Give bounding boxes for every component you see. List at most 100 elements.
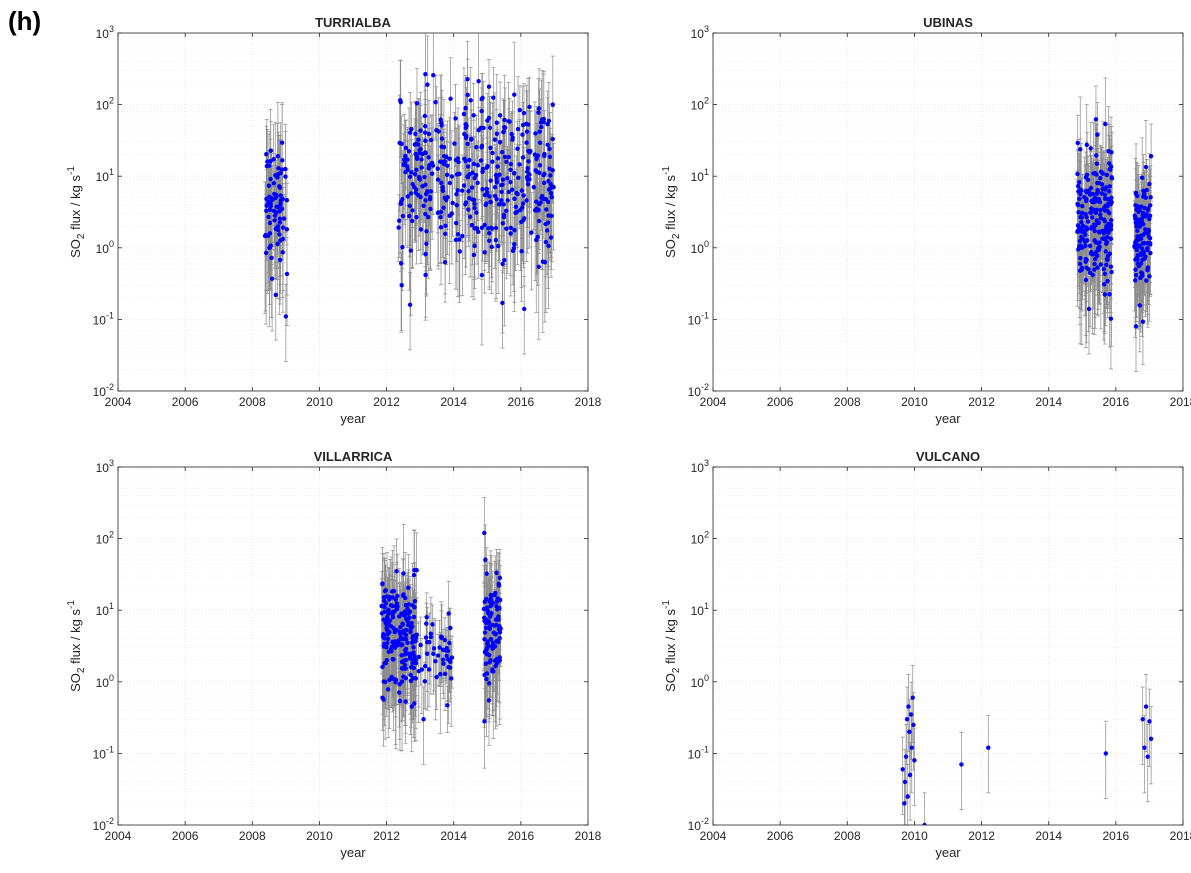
- data-point: [395, 593, 400, 599]
- data-point: [1089, 225, 1094, 230]
- data-point: [1104, 262, 1109, 267]
- data-point: [406, 611, 411, 616]
- x-tick-label: 2010: [306, 395, 333, 409]
- data-point: [405, 157, 410, 162]
- x-tick-label: 2004: [105, 395, 132, 409]
- data-point: [412, 598, 418, 604]
- data-point: [486, 226, 491, 231]
- data-point: [506, 155, 511, 160]
- data-point: [407, 656, 413, 661]
- data-point: [500, 150, 505, 155]
- data-point: [416, 142, 421, 147]
- data-point: [436, 210, 441, 215]
- data-point: [403, 145, 409, 151]
- data-point: [463, 133, 469, 139]
- data-point: [284, 197, 290, 203]
- data-point: [441, 205, 446, 211]
- data-point: [1144, 212, 1149, 217]
- data-point: [280, 225, 286, 230]
- data-point: [537, 163, 543, 168]
- data-point: [483, 620, 489, 626]
- data-point: [407, 302, 413, 307]
- data-point: [1145, 206, 1151, 211]
- data-point: [533, 131, 538, 136]
- data-point: [277, 216, 283, 221]
- data-point: [471, 252, 477, 258]
- data-point: [1108, 167, 1113, 172]
- data-point: [1079, 220, 1084, 225]
- data-point: [412, 660, 417, 665]
- data-point: [403, 666, 408, 671]
- data-point: [398, 99, 403, 105]
- data-point: [488, 603, 494, 608]
- data-point: [485, 639, 491, 644]
- data-point: [1137, 224, 1143, 229]
- data-point: [545, 121, 550, 127]
- data-point: [266, 199, 271, 205]
- data-point: [405, 164, 410, 169]
- data-point: [490, 159, 495, 164]
- data-point: [546, 243, 551, 249]
- data-point: [494, 639, 500, 644]
- data-point: [274, 194, 279, 199]
- data-point: [388, 603, 394, 608]
- chart-title: UBINAS: [923, 15, 973, 30]
- data-point: [266, 214, 271, 220]
- data-point: [450, 200, 455, 206]
- data-point: [1085, 219, 1091, 224]
- data-point: [1076, 210, 1081, 215]
- data-point: [527, 150, 532, 155]
- data-point: [471, 113, 476, 118]
- data-point: [264, 151, 269, 157]
- data-point: [416, 669, 421, 674]
- data-point: [479, 225, 485, 231]
- y-tick-label: 103: [691, 24, 709, 41]
- data-point: [490, 622, 495, 628]
- panel-label: (h): [8, 6, 42, 36]
- data-point: [499, 189, 504, 194]
- data-point: [1109, 217, 1114, 223]
- data-point: [435, 653, 441, 658]
- data-point: [1091, 207, 1096, 212]
- data-point: [428, 206, 433, 212]
- data-point: [550, 136, 555, 142]
- data-point: [1092, 228, 1098, 234]
- data-point: [461, 111, 467, 117]
- data-point: [484, 186, 490, 192]
- data-point: [470, 197, 475, 202]
- data-point: [381, 595, 387, 600]
- data-point: [1098, 212, 1103, 217]
- data-point: [480, 166, 486, 172]
- data-point: [487, 125, 493, 130]
- data-point: [1098, 262, 1104, 267]
- data-point: [529, 230, 534, 235]
- data-point: [1135, 228, 1140, 233]
- data-point: [1136, 263, 1142, 269]
- data-point: [1077, 180, 1082, 185]
- data-point: [1084, 142, 1089, 148]
- x-tick-label: 2006: [767, 395, 794, 409]
- data-point: [408, 191, 414, 196]
- data-point: [534, 208, 540, 213]
- data-point: [394, 601, 400, 606]
- data-point: [381, 617, 386, 622]
- data-point: [1106, 161, 1112, 166]
- plot-area: [713, 33, 1183, 391]
- data-point: [452, 141, 457, 146]
- data-point: [488, 178, 493, 183]
- data-point: [495, 243, 501, 249]
- data-point: [1093, 195, 1098, 201]
- data-point: [274, 210, 279, 215]
- y-tick-label: 10-2: [93, 382, 114, 399]
- data-point: [276, 166, 281, 171]
- data-point: [414, 214, 419, 220]
- data-point: [1077, 225, 1082, 231]
- data-point: [489, 244, 494, 250]
- data-point: [273, 173, 278, 178]
- data-point: [497, 202, 502, 207]
- data-point: [409, 218, 415, 224]
- data-point: [493, 590, 498, 596]
- data-point: [479, 272, 485, 278]
- data-point: [429, 171, 435, 176]
- y-tick-label: 101: [96, 167, 114, 184]
